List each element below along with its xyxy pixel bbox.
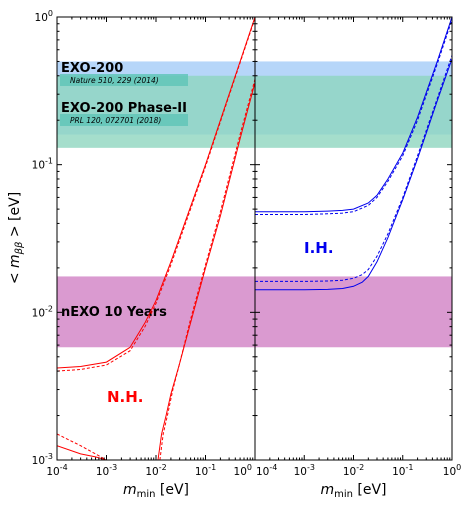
x-tick-label: 10-2: [145, 463, 166, 478]
y-tick-label: 10-1: [32, 157, 53, 172]
x-tick-label: 10-1: [195, 463, 216, 478]
y-tick-label: 10-2: [32, 304, 53, 319]
y-axis-label: < mββ > [eV]: [7, 192, 25, 284]
normal-hierarchy-curve-1: [57, 445, 107, 460]
x-tick-label: 100: [234, 463, 252, 478]
label-inverted-hierarchy: I.H.: [304, 239, 334, 257]
x-tick-label: 10-3: [96, 463, 117, 478]
exo-200-label-strip: [60, 74, 188, 86]
y-tick-label: 10-3: [32, 452, 53, 467]
label-normal-hierarchy: N.H.: [107, 388, 144, 406]
band-label-nexo-10-years: nEXO 10 Years: [61, 305, 167, 320]
band-ref-exo-200: Nature 510, 229 (2014): [70, 76, 159, 85]
x-tick-label: 10-4: [46, 463, 67, 478]
normal-hierarchy-curve-3: [57, 18, 255, 372]
normal-hierarchy-curve-5: [159, 78, 255, 460]
x-axis-label: mmin [eV]: [123, 482, 189, 500]
exo-200-phase2-label-strip: [60, 114, 188, 126]
inverted-hierarchy-curve-3: [255, 55, 452, 282]
x-tick-label: 10-4: [256, 463, 277, 478]
x-axis-label: mmin [eV]: [320, 482, 386, 500]
band-label-exo-200: EXO-200: [61, 61, 123, 76]
normal-hierarchy-curve-2: [157, 82, 255, 460]
band-label-exo-200-phase-ii: EXO-200 Phase-II: [61, 101, 187, 116]
x-tick-label: 10-1: [392, 463, 413, 478]
x-tick-label: 100: [443, 463, 461, 478]
x-tick-label: 10-2: [343, 463, 364, 478]
inverted-hierarchy-curve-2: [255, 19, 452, 215]
normal-hierarchy-curve-4: [57, 433, 107, 460]
band-ref-exo-200-phase-ii: PRL 120, 072701 (2018): [70, 116, 161, 125]
y-tick-label: 100: [35, 9, 53, 24]
inverted-hierarchy-curve-0: [255, 17, 452, 213]
x-tick-label: 10-3: [294, 463, 315, 478]
inverted-hierarchy-curve-1: [255, 58, 452, 291]
